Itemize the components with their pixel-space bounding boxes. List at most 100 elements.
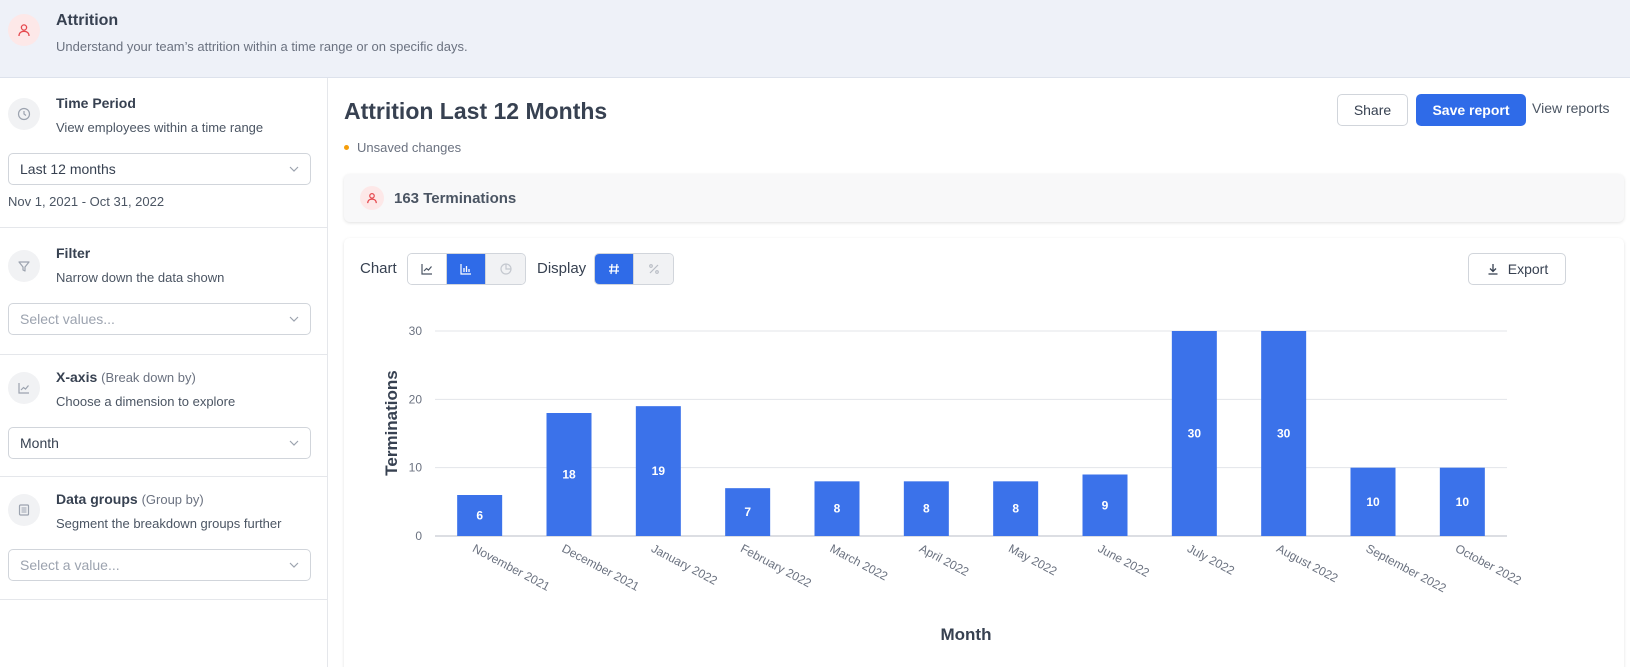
data-groups-select[interactable]: Select a value... <box>8 549 311 581</box>
bar <box>993 481 1039 536</box>
export-button[interactable]: Export <box>1468 253 1566 285</box>
share-button[interactable]: Share <box>1337 94 1408 126</box>
line-chart-icon <box>8 372 40 404</box>
y-axis-label: Terminations <box>382 370 401 475</box>
line-chart-toggle[interactable] <box>408 254 447 284</box>
x-tick-label: February 2022 <box>738 541 814 590</box>
bar-value-label: 9 <box>1102 498 1109 512</box>
chart-type-label: Chart <box>360 260 397 277</box>
chevron-down-icon <box>289 166 299 172</box>
clock-icon <box>8 98 40 130</box>
report-config-sidebar: Time Period View employees within a time… <box>0 78 328 667</box>
bar-value-label: 30 <box>1188 427 1202 441</box>
x-tick-label: January 2022 <box>649 541 720 588</box>
list-icon <box>8 494 40 526</box>
x-axis-value: Month <box>20 435 59 451</box>
x-tick-label: October 2022 <box>1453 541 1524 588</box>
user-icon <box>360 186 384 210</box>
data-groups-title-suffix: (Group by) <box>141 492 204 507</box>
user-icon <box>8 14 40 46</box>
unsaved-dot <box>344 145 349 150</box>
display-mode-toggle <box>594 253 674 285</box>
line-chart-icon <box>421 264 432 275</box>
bar <box>1350 467 1396 536</box>
x-tick-label: September 2022 <box>1364 541 1449 595</box>
y-tick-label: 30 <box>409 324 423 338</box>
y-tick-label: 10 <box>409 461 423 475</box>
data-groups-placeholder: Select a value... <box>20 557 120 573</box>
filter-section: Filter Narrow down the data shown Select… <box>0 228 327 355</box>
save-report-button[interactable]: Save report <box>1416 94 1526 126</box>
bar <box>1261 331 1307 536</box>
pie-chart-icon <box>499 263 512 275</box>
x-tick-label: July 2022 <box>1185 541 1237 578</box>
bar <box>457 495 503 536</box>
page-header: Attrition Understand your team’s attriti… <box>0 0 1630 78</box>
time-period-value: Last 12 months <box>20 161 116 177</box>
filter-subtitle: Narrow down the data shown <box>56 270 225 285</box>
bar <box>1082 474 1128 536</box>
bar <box>1171 331 1217 536</box>
y-tick-label: 0 <box>415 529 422 543</box>
data-groups-section: Data groups (Group by) Segment the break… <box>0 477 327 600</box>
page-title: Attrition <box>56 12 119 29</box>
x-tick-label: May 2022 <box>1006 541 1059 578</box>
data-groups-title: Data groups (Group by) <box>56 491 204 507</box>
chevron-down-icon <box>289 316 299 322</box>
unsaved-label: Unsaved changes <box>357 140 462 155</box>
display-label: Display <box>537 260 587 277</box>
bar-chart-toggle[interactable] <box>447 254 486 284</box>
filter-title: Filter <box>56 245 91 261</box>
bar <box>546 413 592 536</box>
chevron-down-icon <box>289 440 299 446</box>
x-tick-label: April 2022 <box>917 541 972 579</box>
page-subtitle: Understand your team’s attrition within … <box>56 39 468 54</box>
filter-select[interactable]: Select values... <box>8 303 311 335</box>
x-tick-label: November 2021 <box>470 541 552 594</box>
date-range: Nov 1, 2021 - Oct 31, 2022 <box>8 194 165 209</box>
terminations-count: 163 Terminations <box>394 189 517 207</box>
chart-card: Chart Display Export 0 10 <box>344 238 1624 667</box>
time-period-title: Time Period <box>56 95 136 111</box>
bar-value-label: 7 <box>744 505 751 519</box>
bar-value-label: 30 <box>1277 427 1291 441</box>
x-axis-title: X-axis (Break down by) <box>56 369 196 385</box>
bar <box>814 481 860 536</box>
bar-value-label: 8 <box>834 502 841 516</box>
x-tick-label: March 2022 <box>828 541 891 583</box>
y-tick-label: 20 <box>409 392 423 406</box>
bar <box>903 481 949 536</box>
bar-chart: 0 10 20 30 6 November 2021 18 December 2021 19 J… <box>382 324 1524 644</box>
bar-value-label: 10 <box>1456 495 1470 509</box>
view-reports-link[interactable]: View reports <box>1532 100 1610 116</box>
x-tick-label: December 2021 <box>560 541 642 594</box>
bar-chart-icon <box>460 264 471 275</box>
percent-display-toggle[interactable] <box>634 254 673 284</box>
time-period-select[interactable]: Last 12 months <box>8 153 311 185</box>
x-axis-subtitle: Choose a dimension to explore <box>56 394 236 409</box>
chart-type-toggle <box>407 253 526 285</box>
filter-placeholder: Select values... <box>20 311 115 327</box>
x-axis-label: Month <box>941 625 992 644</box>
bar-value-label: 19 <box>652 464 666 478</box>
data-groups-subtitle: Segment the breakdown groups further <box>56 516 282 531</box>
time-period-subtitle: View employees within a time range <box>56 120 264 135</box>
x-axis-select[interactable]: Month <box>8 427 311 459</box>
download-icon <box>1488 264 1498 275</box>
bar <box>635 406 681 536</box>
x-axis-title-suffix: (Break down by) <box>101 370 196 385</box>
x-tick-label: August 2022 <box>1274 541 1340 585</box>
bar-value-label: 8 <box>1012 502 1019 516</box>
count-display-toggle[interactable] <box>595 254 634 284</box>
bar-value-label: 8 <box>923 502 930 516</box>
percent-icon <box>648 264 659 274</box>
hash-icon <box>609 263 619 275</box>
bar-value-label: 18 <box>562 468 576 482</box>
export-label: Export <box>1507 261 1549 277</box>
x-axis-section: X-axis (Break down by) Choose a dimensio… <box>0 355 327 477</box>
x-tick-label: June 2022 <box>1096 541 1152 580</box>
terminations-summary-card: 163 Terminations <box>344 174 1624 222</box>
time-period-section: Time Period View employees within a time… <box>0 78 327 228</box>
pie-chart-toggle[interactable] <box>486 254 525 284</box>
data-groups-title-text: Data groups <box>56 491 138 507</box>
